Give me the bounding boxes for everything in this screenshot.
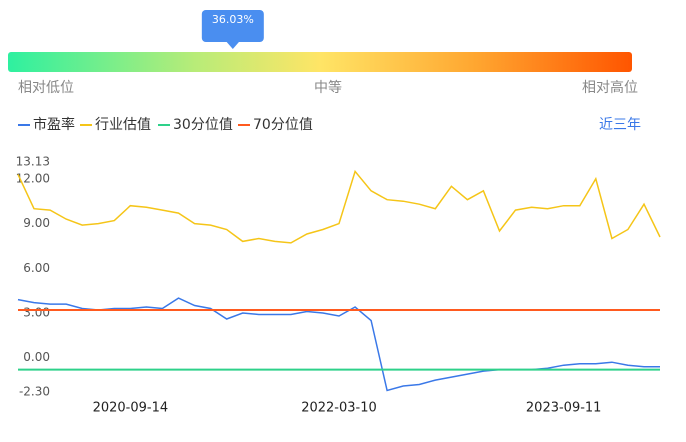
legend-label: 行业估值 <box>95 117 151 133</box>
indicator-tooltip <box>201 10 264 42</box>
legend-label: 30分位值 <box>173 117 233 133</box>
period-button[interactable]: 近三年 <box>599 117 641 133</box>
scale-label: 相对低位 <box>18 80 74 96</box>
valuation-bar <box>8 52 632 72</box>
series-line <box>17 297 660 392</box>
scale-label: 中等 <box>314 79 342 96</box>
y-tick-label: 6.00 <box>23 261 50 275</box>
scale-label: 相对高位 <box>582 79 638 96</box>
y-tick-label: 9.00 <box>23 216 50 230</box>
y-tick-label: 0.00 <box>23 350 50 364</box>
legend-label: 市盈率 <box>33 116 75 133</box>
legend-label: 70分位值 <box>253 117 313 133</box>
x-tick-label: 2022-03-10 <box>301 401 377 416</box>
y-tick-label: 12.00 <box>16 171 50 185</box>
indicator-label: 36.03% <box>212 13 254 26</box>
y-tick-label: 13.13 <box>16 155 50 169</box>
x-tick-label: 2020-09-14 <box>93 401 169 416</box>
x-tick-label: 2023-09-11 <box>526 401 602 416</box>
indicator-pointer <box>225 41 240 49</box>
series-line <box>17 169 661 244</box>
y-tick-label: 3.00 <box>23 305 50 319</box>
y-tick-label: -2.30 <box>19 385 50 399</box>
